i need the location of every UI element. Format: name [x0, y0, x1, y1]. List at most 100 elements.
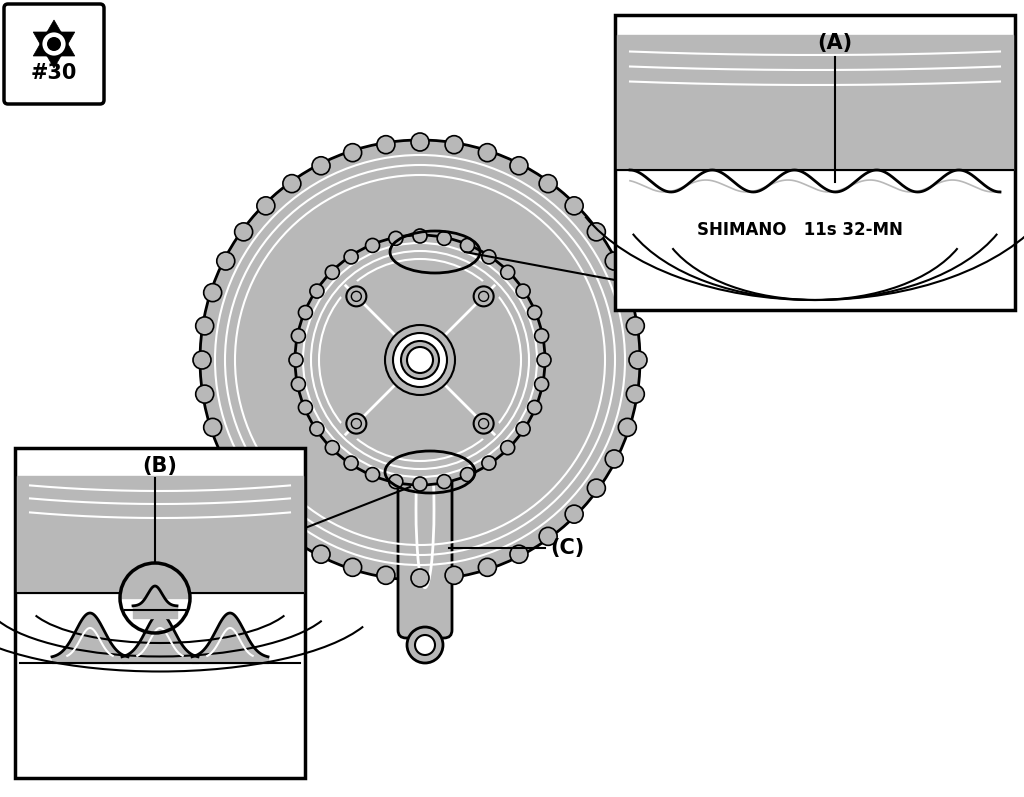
Circle shape	[401, 341, 439, 379]
Circle shape	[344, 143, 361, 162]
Circle shape	[407, 627, 443, 663]
Bar	[615, 15, 1015, 310]
Text: #30: #30	[31, 63, 77, 83]
Circle shape	[196, 317, 214, 335]
Circle shape	[393, 333, 447, 387]
Circle shape	[510, 545, 528, 563]
Circle shape	[312, 157, 330, 175]
Circle shape	[326, 441, 339, 454]
Circle shape	[298, 400, 312, 414]
Circle shape	[234, 223, 253, 241]
Circle shape	[411, 569, 429, 587]
Circle shape	[415, 635, 435, 655]
Text: (C): (C)	[550, 538, 585, 558]
Circle shape	[283, 528, 301, 545]
Circle shape	[344, 559, 361, 576]
Text: SHIMANO   11s 32-MN: SHIMANO 11s 32-MN	[697, 221, 903, 239]
Circle shape	[478, 559, 497, 576]
Circle shape	[292, 377, 305, 391]
Bar	[617, 35, 1013, 170]
Circle shape	[292, 329, 305, 343]
Circle shape	[445, 567, 463, 584]
Circle shape	[540, 175, 557, 193]
Circle shape	[377, 567, 395, 584]
Circle shape	[204, 284, 221, 301]
Circle shape	[478, 292, 488, 301]
Circle shape	[411, 133, 429, 151]
Circle shape	[389, 475, 402, 489]
Circle shape	[588, 479, 605, 497]
Polygon shape	[339, 279, 408, 348]
Circle shape	[41, 31, 67, 57]
Circle shape	[326, 265, 339, 279]
Circle shape	[413, 229, 427, 243]
Text: (A): (A)	[817, 33, 853, 53]
Circle shape	[196, 385, 214, 403]
Circle shape	[478, 418, 488, 429]
FancyBboxPatch shape	[4, 4, 104, 104]
Circle shape	[389, 231, 402, 245]
Circle shape	[501, 265, 515, 279]
Circle shape	[482, 456, 496, 470]
Circle shape	[193, 351, 211, 369]
Circle shape	[200, 140, 640, 580]
Circle shape	[257, 505, 274, 523]
Circle shape	[366, 238, 380, 253]
Polygon shape	[33, 20, 75, 56]
Circle shape	[295, 235, 545, 485]
Circle shape	[482, 250, 496, 264]
Circle shape	[627, 385, 644, 403]
Circle shape	[565, 505, 583, 523]
Circle shape	[366, 468, 380, 481]
Circle shape	[478, 143, 497, 162]
Circle shape	[234, 479, 253, 497]
Circle shape	[537, 353, 551, 367]
Circle shape	[385, 325, 455, 395]
Circle shape	[588, 223, 605, 241]
Circle shape	[535, 377, 549, 391]
Circle shape	[510, 157, 528, 175]
Circle shape	[445, 135, 463, 154]
Polygon shape	[432, 372, 502, 442]
Circle shape	[344, 250, 358, 264]
Circle shape	[627, 317, 644, 335]
Circle shape	[461, 468, 474, 481]
Circle shape	[437, 231, 452, 245]
Circle shape	[461, 238, 474, 253]
Polygon shape	[432, 279, 502, 348]
Circle shape	[527, 305, 542, 320]
Polygon shape	[339, 372, 408, 442]
Circle shape	[437, 475, 452, 489]
Circle shape	[501, 441, 515, 454]
Text: (B): (B)	[142, 456, 177, 476]
Circle shape	[289, 353, 303, 367]
Circle shape	[527, 400, 542, 414]
Circle shape	[618, 418, 636, 437]
Circle shape	[535, 329, 549, 343]
Circle shape	[204, 418, 221, 437]
Circle shape	[407, 347, 433, 373]
Circle shape	[351, 292, 361, 301]
Circle shape	[344, 456, 358, 470]
Circle shape	[298, 305, 312, 320]
Circle shape	[283, 175, 301, 193]
Circle shape	[413, 477, 427, 491]
Circle shape	[629, 351, 647, 369]
Circle shape	[516, 284, 530, 298]
Circle shape	[217, 252, 234, 270]
Circle shape	[565, 197, 583, 215]
Circle shape	[257, 197, 274, 215]
Circle shape	[310, 284, 324, 298]
Circle shape	[377, 135, 395, 154]
Circle shape	[47, 37, 61, 51]
Circle shape	[351, 418, 361, 429]
Circle shape	[346, 414, 367, 434]
Circle shape	[310, 422, 324, 436]
Circle shape	[540, 528, 557, 545]
Circle shape	[346, 286, 367, 306]
Circle shape	[618, 284, 636, 301]
Circle shape	[605, 450, 624, 468]
Circle shape	[516, 422, 530, 436]
Polygon shape	[33, 32, 75, 68]
Bar	[15, 448, 305, 778]
